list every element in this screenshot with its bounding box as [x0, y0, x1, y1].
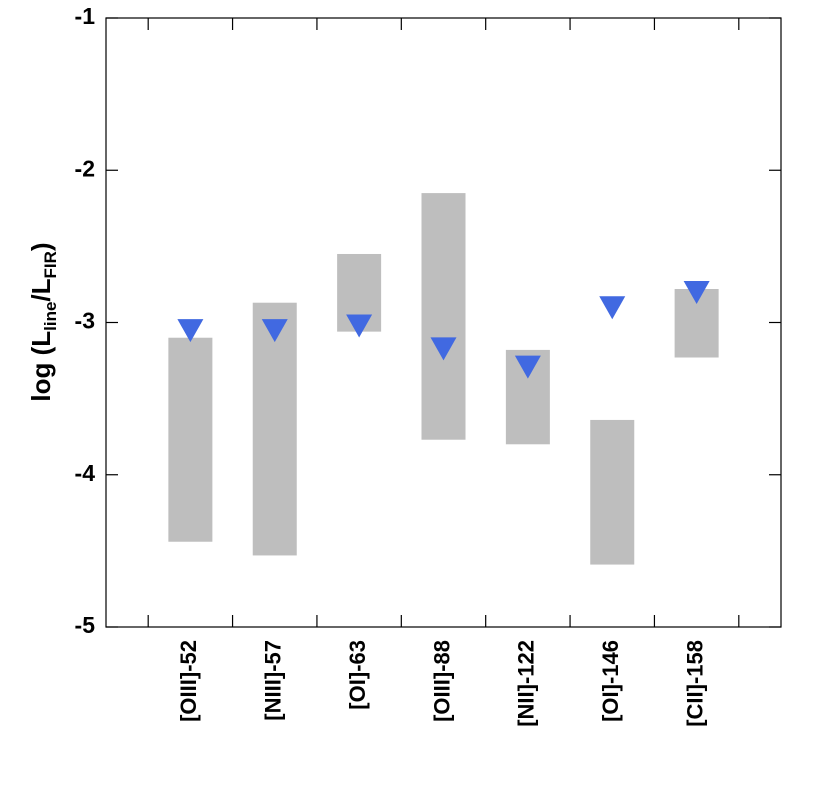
y-label-part: ): [26, 242, 56, 251]
upper-limit-marker: [177, 319, 204, 343]
y-axis-label: log (Lline/LFIR): [26, 242, 60, 401]
x-tick-label: [NII]-122: [514, 640, 539, 727]
y-label-subscript: FIR: [41, 251, 60, 278]
x-tick-label: [NIII]-57: [261, 640, 286, 721]
range-bar: [421, 193, 466, 440]
range-bar: [168, 337, 213, 542]
y-label-part: log (L: [26, 331, 56, 402]
upper-limit-marker: [683, 281, 710, 305]
y-tick-label: -3: [75, 308, 95, 334]
x-tick-label: [OIII]-52: [176, 640, 201, 722]
y-tick-label: -5: [75, 612, 96, 638]
upper-limit-marker: [430, 337, 457, 361]
upper-limit-marker: [261, 319, 288, 343]
range-bar: [252, 302, 297, 556]
upper-limit-marker: [346, 314, 373, 338]
y-tick-label: -1: [75, 3, 96, 29]
x-tick-label: [OIII]-88: [429, 640, 454, 722]
x-tick-label: [OI]-146: [598, 640, 623, 722]
upper-limit-marker: [514, 355, 541, 379]
range-bar: [590, 419, 635, 565]
upper-limit-marker: [599, 296, 626, 320]
y-tick-label: -4: [75, 460, 96, 486]
y-tick-label: -2: [75, 155, 95, 181]
y-label-subscript: line: [41, 302, 60, 331]
x-tick-label: [OI]-63: [345, 640, 370, 710]
y-label-part: /L: [26, 278, 56, 301]
x-tick-label: [CII]-158: [682, 640, 707, 727]
